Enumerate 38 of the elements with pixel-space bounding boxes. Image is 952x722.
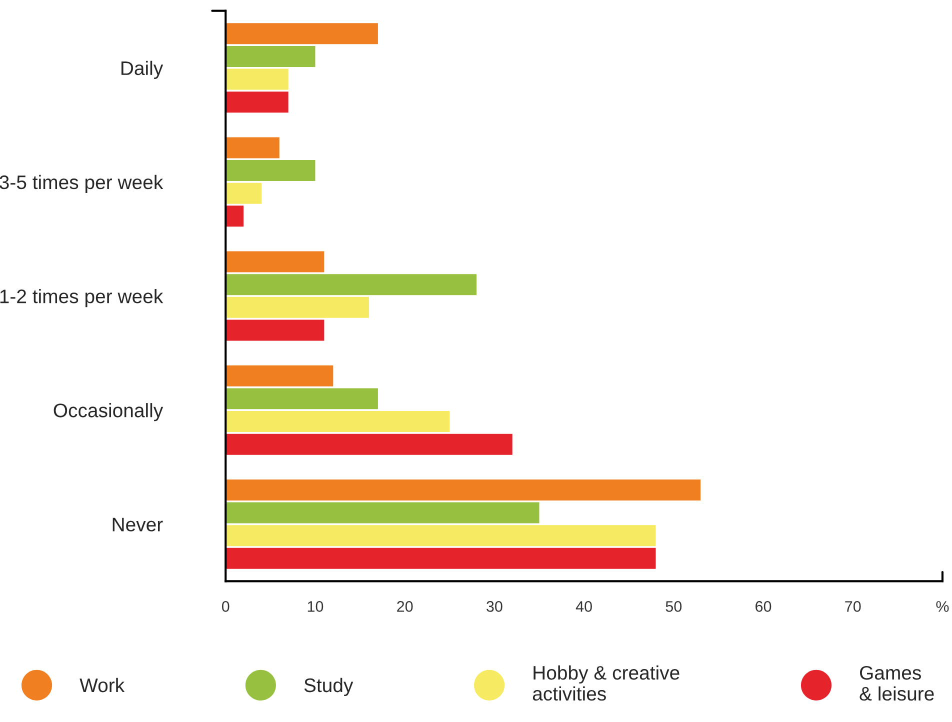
x-tick-label: 0 [222, 601, 230, 612]
bar [226, 23, 378, 44]
x-tick-label: 20 [397, 601, 413, 612]
bar [226, 46, 316, 67]
y-tick-label: Occasionally [54, 403, 164, 422]
x-tick-label: 60 [756, 601, 772, 612]
bar [226, 182, 262, 204]
bar [226, 296, 369, 318]
y-tick-label: Never [112, 518, 163, 532]
x-tick-label: 30 [486, 601, 502, 612]
bar [226, 434, 512, 455]
bar [226, 137, 280, 158]
bar [226, 251, 324, 272]
bar [226, 320, 324, 341]
y-tick-label: 3-5 times per week [0, 174, 164, 194]
x-tick-label: 10 [308, 601, 324, 612]
bar [226, 411, 450, 432]
legend-label: Work [80, 678, 125, 692]
y-tick-label: Daily [122, 60, 164, 79]
bar [226, 206, 244, 227]
bar [226, 525, 656, 546]
x-tick-label: % [936, 601, 949, 612]
x-tick-label: 70 [845, 601, 861, 612]
x-tick-label: 50 [666, 601, 682, 612]
legend-label: Games & leisure [860, 666, 934, 701]
bar [226, 68, 288, 90]
legend-label: Hobby & creative activities [532, 665, 680, 701]
bar [226, 502, 540, 524]
bar [226, 274, 477, 296]
bar [226, 365, 334, 386]
bar [226, 92, 288, 113]
legend-label: Study [304, 678, 354, 696]
bar [226, 479, 701, 500]
x-tick-label: 40 [576, 601, 592, 612]
y-tick-label: 1-2 times per week [0, 288, 164, 308]
bar [226, 160, 316, 182]
bar [226, 388, 378, 410]
bar [226, 548, 656, 569]
